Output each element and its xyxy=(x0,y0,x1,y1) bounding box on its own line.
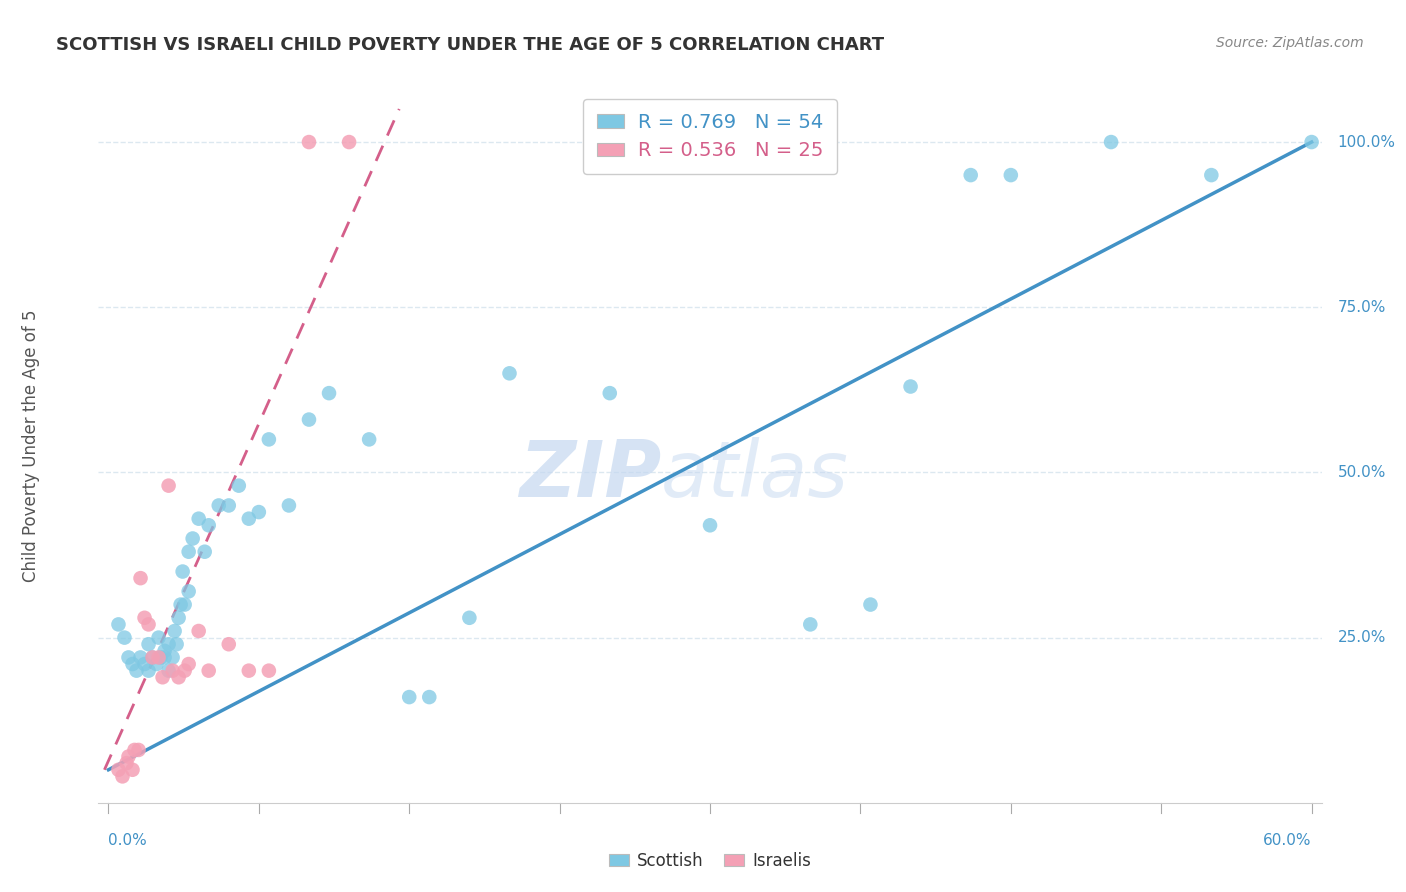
Point xyxy=(197,518,219,533)
Point xyxy=(107,763,129,777)
Point xyxy=(298,412,321,426)
Point xyxy=(125,664,148,678)
Point xyxy=(167,670,190,684)
Point xyxy=(148,650,170,665)
Point xyxy=(458,611,481,625)
Point xyxy=(124,743,146,757)
Point xyxy=(238,511,260,525)
Point xyxy=(115,756,138,771)
Point xyxy=(153,644,176,658)
Point xyxy=(173,664,195,678)
Point xyxy=(218,499,240,513)
Point xyxy=(337,135,360,149)
Point xyxy=(181,532,204,546)
Point xyxy=(238,664,260,678)
Point xyxy=(277,499,299,513)
Point xyxy=(1301,135,1323,149)
Point xyxy=(157,478,180,492)
Point xyxy=(162,664,184,678)
Point xyxy=(167,611,190,625)
Point xyxy=(228,478,250,492)
Point xyxy=(218,637,240,651)
Point xyxy=(114,631,136,645)
Point xyxy=(187,624,209,638)
Point xyxy=(157,664,180,678)
Point xyxy=(129,571,152,585)
Point xyxy=(121,763,143,777)
Point xyxy=(177,657,200,671)
Point xyxy=(699,518,721,533)
Text: 25.0%: 25.0% xyxy=(1337,630,1386,645)
Text: 50.0%: 50.0% xyxy=(1337,465,1386,480)
Point xyxy=(138,664,160,678)
Point xyxy=(498,367,520,381)
Point xyxy=(1099,135,1122,149)
Point xyxy=(318,386,340,401)
Point xyxy=(162,650,184,665)
Legend: Scottish, Israelis: Scottish, Israelis xyxy=(602,846,818,877)
Point xyxy=(599,386,621,401)
Point xyxy=(208,499,231,513)
Text: Child Poverty Under the Age of 5: Child Poverty Under the Age of 5 xyxy=(22,310,41,582)
Point xyxy=(177,545,200,559)
Point xyxy=(900,379,922,393)
Point xyxy=(298,135,321,149)
Text: 0.0%: 0.0% xyxy=(108,832,148,847)
Point xyxy=(121,657,143,671)
Point xyxy=(197,664,219,678)
Point xyxy=(134,611,156,625)
Point xyxy=(359,433,381,447)
Point xyxy=(142,650,165,665)
Text: 100.0%: 100.0% xyxy=(1337,135,1396,150)
Point xyxy=(172,565,194,579)
Point xyxy=(117,650,139,665)
Point xyxy=(257,664,280,678)
Point xyxy=(149,650,172,665)
Point xyxy=(177,584,200,599)
Point xyxy=(157,637,180,651)
Point xyxy=(142,650,165,665)
Point xyxy=(128,743,150,757)
Point xyxy=(107,617,129,632)
Text: SCOTTISH VS ISRAELI CHILD POVERTY UNDER THE AGE OF 5 CORRELATION CHART: SCOTTISH VS ISRAELI CHILD POVERTY UNDER … xyxy=(56,36,884,54)
Point xyxy=(138,617,160,632)
Point xyxy=(194,545,217,559)
Point xyxy=(153,650,176,665)
Point xyxy=(799,617,821,632)
Point xyxy=(247,505,270,519)
Point xyxy=(187,511,209,525)
Point xyxy=(111,769,134,783)
Point xyxy=(1000,168,1022,182)
Point xyxy=(859,598,882,612)
Point xyxy=(418,690,440,704)
Point xyxy=(169,598,191,612)
Text: atlas: atlas xyxy=(661,436,849,513)
Point xyxy=(959,168,981,182)
Point xyxy=(398,690,420,704)
Point xyxy=(145,657,167,671)
Point xyxy=(138,637,160,651)
Point xyxy=(129,650,152,665)
Text: 60.0%: 60.0% xyxy=(1263,832,1312,847)
Point xyxy=(173,598,195,612)
Point xyxy=(117,749,139,764)
Point xyxy=(257,433,280,447)
Text: ZIP: ZIP xyxy=(519,436,661,513)
Point xyxy=(1201,168,1223,182)
Point xyxy=(148,631,170,645)
Point xyxy=(152,670,174,684)
Point xyxy=(166,637,188,651)
Point xyxy=(134,657,156,671)
Point xyxy=(163,624,186,638)
Text: 75.0%: 75.0% xyxy=(1337,300,1386,315)
Text: Source: ZipAtlas.com: Source: ZipAtlas.com xyxy=(1216,36,1364,50)
